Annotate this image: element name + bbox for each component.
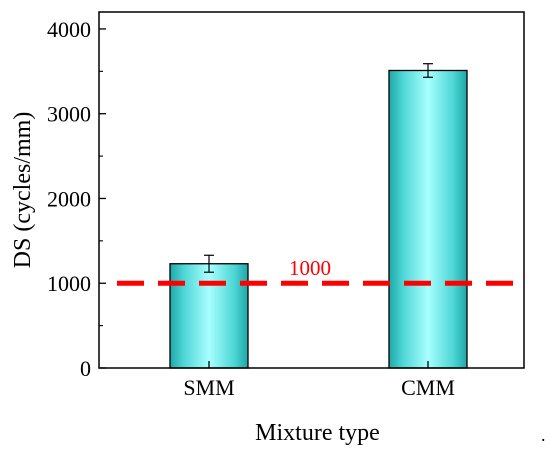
- error-bar-cmm: [423, 63, 433, 78]
- y-axis: 0 1000 2000 3000 4000: [47, 17, 106, 381]
- y-tick-label: 3000: [47, 102, 91, 127]
- y-axis-title: DS (cycles/mm): [10, 112, 36, 269]
- trailing-mark: .: [541, 425, 546, 445]
- reference-line-group: 1000: [117, 256, 522, 286]
- x-axis-title: Mixture type: [255, 420, 380, 446]
- reference-line-label: 1000: [289, 256, 331, 280]
- y-tick-label: 2000: [47, 186, 91, 211]
- y-tick-label: 4000: [47, 17, 91, 42]
- error-bars: [204, 63, 433, 273]
- y-tick-label: 1000: [47, 271, 91, 296]
- x-axis: SMM CMM: [183, 361, 455, 400]
- bar-smm: [169, 263, 249, 369]
- y-tick-label: 0: [80, 356, 91, 381]
- plot-frame: [98, 11, 525, 369]
- x-tick-label: SMM: [183, 375, 234, 400]
- bars: [169, 69, 468, 369]
- x-tick-label: CMM: [401, 375, 455, 400]
- bar-cmm: [388, 69, 468, 369]
- error-bar-smm: [204, 254, 214, 273]
